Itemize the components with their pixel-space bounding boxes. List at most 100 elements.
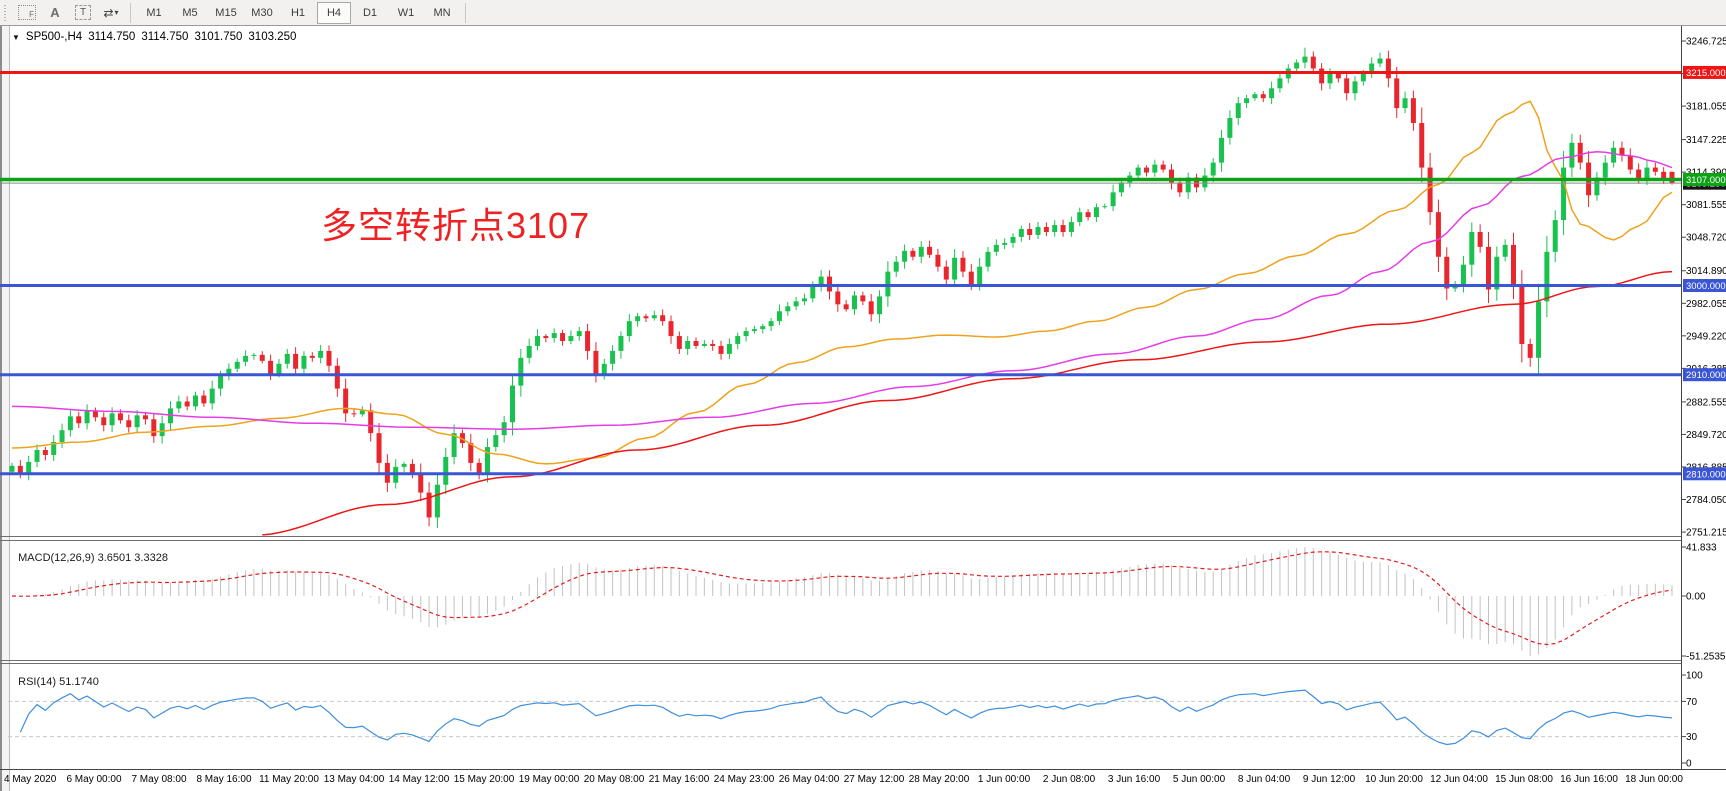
ohlc-low: 3101.750 — [194, 31, 243, 43]
time-axis-label: 10 Jun 20:00 — [1365, 774, 1423, 785]
time-axis-label: 2 Jun 08:00 — [1043, 774, 1096, 785]
toolbar-drag-handle[interactable] — [3, 4, 9, 21]
cursor-arrows-icon: ⇄ — [103, 5, 114, 20]
freehand-grid-icon: F — [18, 5, 36, 20]
rsi-axis-label: 100 — [1686, 671, 1703, 682]
ohlc-open: 3114.750 — [88, 31, 136, 43]
time-axis-label: 1 Jun 00:00 — [978, 774, 1031, 785]
time-axis-label: 27 May 12:00 — [844, 774, 905, 785]
time-axis-label: 7 May 08:00 — [131, 774, 186, 785]
macd-axis-label: 41.833 — [1686, 543, 1717, 554]
timeframe-group: M1 M5 M15 M30 H1 H4 D1 W1 MN — [136, 1, 460, 24]
timeframe-button-M30[interactable]: M30 — [251, 6, 273, 19]
time-axis-label: 6 May 00:00 — [66, 774, 121, 785]
price-tick-label: 2751.215 — [1686, 528, 1726, 539]
time-axis-label: 14 May 12:00 — [389, 774, 450, 785]
time-axis-label: 11 May 20:00 — [259, 774, 319, 785]
text-box-tool-button[interactable]: T — [70, 1, 96, 24]
toolbar-separator — [130, 2, 131, 23]
letter-a-icon: A — [50, 5, 60, 20]
time-axis-label: 12 Jun 04:00 — [1430, 774, 1488, 785]
timeframe-button-M15[interactable]: M15 — [215, 6, 237, 19]
h-line-2910.000-badge-label: 2910.000 — [1686, 370, 1726, 381]
h-line-2910.000-badge — [1683, 368, 1726, 382]
rsi-axis-label: 70 — [1686, 697, 1698, 708]
time-axis-label: 5 Jun 00:00 — [1173, 774, 1226, 785]
time-axis-label: 26 May 04:00 — [779, 774, 840, 785]
text-label-tool-button[interactable]: A — [42, 1, 68, 24]
price-tick-label: 3014.890 — [1686, 266, 1726, 277]
timeframe-button-M5[interactable]: M5 — [182, 6, 198, 19]
freehand-tool-button[interactable]: F — [14, 1, 40, 24]
price-tick-label: 2882.555 — [1686, 397, 1726, 408]
time-axis-label: 13 May 04:00 — [324, 774, 385, 785]
timeframe-button-MN[interactable]: MN — [433, 6, 451, 19]
time-axis-label: 24 May 23:00 — [714, 774, 775, 785]
window-left-border — [0, 26, 10, 791]
price-tick-label: 2949.220 — [1686, 331, 1726, 342]
timeframe-button-H1[interactable]: H1 — [290, 6, 306, 19]
h-line-3107.000-badge-label: 3107.000 — [1686, 175, 1726, 186]
timeframe-button-M1[interactable]: M1 — [146, 6, 162, 19]
rsi-line — [19, 689, 1673, 746]
chart-canvas[interactable]: 3246.7253213.8903181.0553147.2253114.390… — [0, 26, 1726, 791]
toolbar-separator-2 — [465, 2, 466, 23]
ohlc-close: 3103.250 — [248, 31, 297, 43]
toolbar: F A T ⇄ ▾ M1 M5 M15 M30 H1 H4 D1 W1 MN — [0, 0, 1726, 26]
text-box-icon: T — [75, 5, 91, 20]
price-tick-label: 3181.055 — [1686, 102, 1726, 113]
macd-histogram — [19, 547, 1673, 657]
time-axis-label: 16 Jun 16:00 — [1560, 774, 1618, 785]
time-axis-label: 20 May 08:00 — [584, 774, 645, 785]
price-tick-label: 3147.225 — [1686, 135, 1726, 146]
rsi-value: 51.1740 — [59, 676, 99, 688]
price-tick-label: 3048.720 — [1686, 233, 1726, 244]
h-line-3000.000-badge-label: 3000.000 — [1686, 281, 1726, 292]
h-line-2810.000-badge-label: 2810.000 — [1686, 469, 1726, 480]
time-axis-label: 8 Jun 04:00 — [1238, 774, 1291, 785]
collapse-triangle-icon[interactable]: ▼ — [12, 32, 20, 42]
time-axis-label: 9 Jun 12:00 — [1303, 774, 1356, 785]
time-axis-label: 15 May 20:00 — [454, 774, 515, 785]
macd-axis-label: 0.00 — [1686, 592, 1706, 603]
ma-fast-orange-line — [11, 100, 1673, 465]
macd-axis-label: -51.2535 — [1686, 652, 1726, 663]
h-line-3215.000-badge — [1683, 65, 1726, 79]
price-tick-label: 3246.725 — [1686, 37, 1726, 48]
rsi-axis-label: 30 — [1686, 732, 1698, 743]
h-line-2810.000-badge — [1683, 467, 1726, 481]
time-axis-label: 3 Jun 16:00 — [1108, 774, 1161, 785]
rsi-axis-label: 0 — [1686, 759, 1692, 770]
timeframe-button-D1[interactable]: D1 — [362, 6, 378, 19]
symbol-period-label: SP500-,H4 — [25, 31, 83, 43]
time-axis-label: 4 May 2020 — [4, 774, 57, 785]
ohlc-high: 3114.750 — [141, 31, 189, 43]
cursor-tool-button[interactable]: ⇄ ▾ — [98, 1, 124, 24]
time-axis-label: 28 May 20:00 — [909, 774, 970, 785]
rsi-indicator-label: RSI(14) 51.1740 — [12, 664, 99, 688]
ma-mid-magenta-line — [11, 150, 1673, 430]
time-axis-label: 19 May 00:00 — [519, 774, 580, 785]
ma-slow-red-line — [262, 270, 1673, 536]
macd-indicator-label: MACD(12,26,9) 3.6501 3.3328 — [12, 540, 168, 564]
chart-annotation-text: 多空转折点3107 — [321, 205, 591, 246]
candles — [9, 47, 1675, 528]
chevron-down-icon[interactable]: ▾ — [114, 8, 119, 17]
time-axis-label: 21 May 16:00 — [649, 774, 710, 785]
time-axis-label: 18 Jun 00:00 — [1625, 774, 1683, 785]
h-line-3000.000-badge — [1683, 279, 1726, 293]
h-line-3215.000-badge-label: 3215.000 — [1686, 68, 1726, 79]
timeframe-button-H4[interactable]: H4 — [317, 1, 351, 24]
time-axis-label: 15 Jun 08:00 — [1495, 774, 1553, 785]
h-line-3107.000-badge — [1683, 172, 1726, 186]
price-tick-label: 2849.720 — [1686, 430, 1726, 441]
chart-title-row[interactable]: ▼ SP500-,H4 3114.750 3114.750 3101.750 3… — [12, 31, 296, 43]
price-tick-label: 2982.055 — [1686, 299, 1726, 310]
time-axis-label: 8 May 16:00 — [196, 774, 251, 785]
macd-name: MACD(12,26,9) — [18, 552, 95, 564]
macd-signal-line — [11, 551, 1673, 646]
rsi-name: RSI(14) — [18, 676, 57, 688]
macd-values: 3.6501 3.3328 — [97, 552, 168, 564]
price-tick-label: 3081.555 — [1686, 200, 1726, 211]
timeframe-button-W1[interactable]: W1 — [397, 6, 415, 19]
